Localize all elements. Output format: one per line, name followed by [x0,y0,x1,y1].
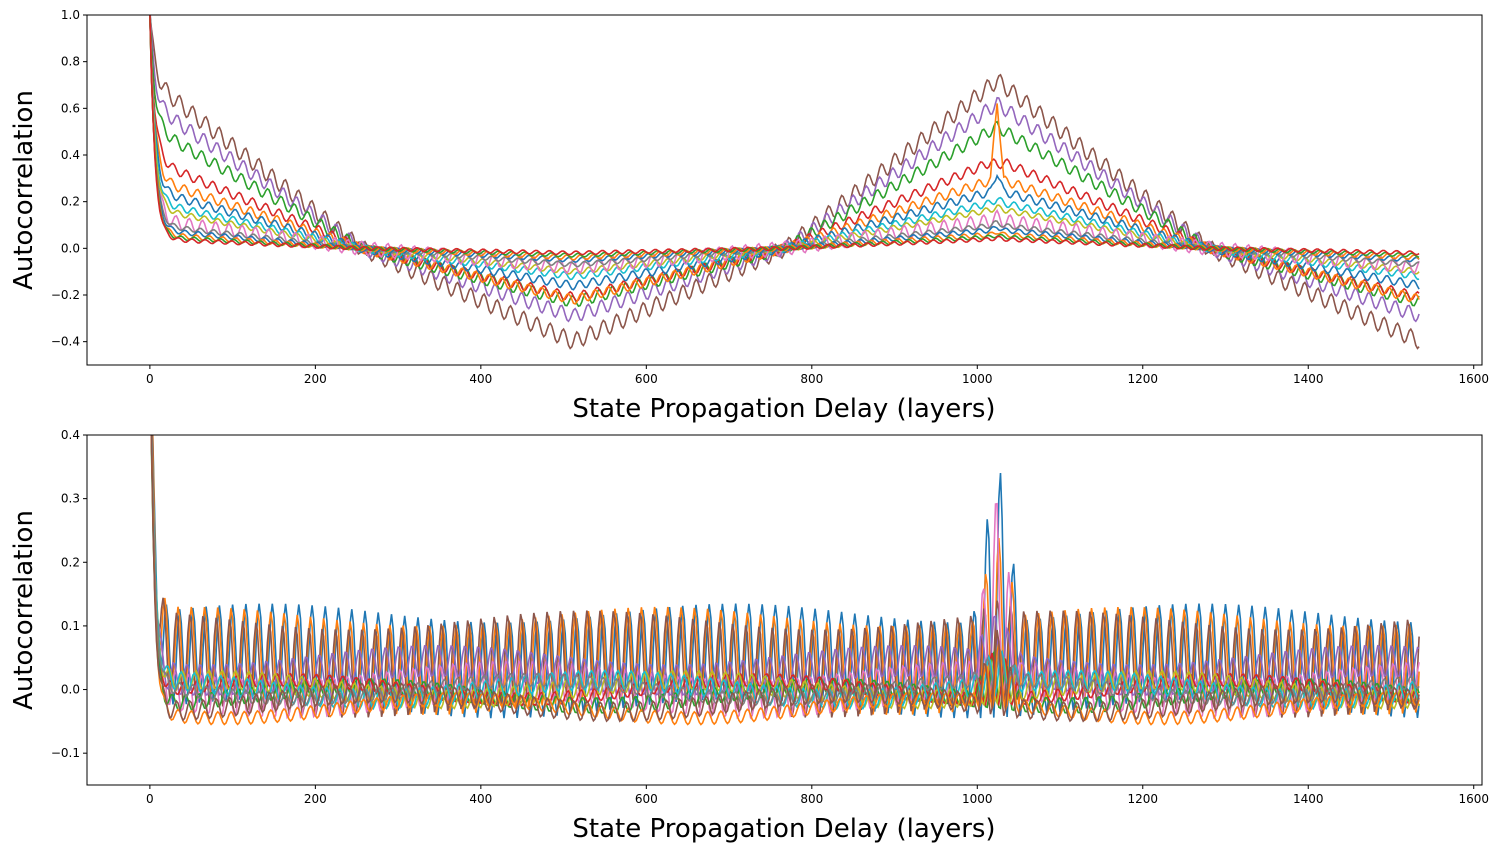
bottom-x-axis-label: State Propagation Delay (layers) [572,814,995,844]
bottom-y-tick-label: 0.2 [61,555,80,569]
bottom-series-line-s5 [150,435,1420,697]
top-series-line-s14 [149,15,1420,256]
bottom-x-tick-label: 400 [469,792,492,806]
bottom-series-line-s2 [151,435,1420,715]
top-y-tick-label: 0.6 [61,101,80,115]
top-x-tick-label: 1400 [1293,372,1324,386]
bottom-x-tick-label: 1200 [1127,792,1158,806]
top-subplot: 0 200 400 600 800 1000 1200 1400 1600 −0.4 −0.2 0.0… [9,8,1489,424]
top-plot-frame [86,14,1483,366]
top-x-tick-label: 1600 [1458,372,1489,386]
bottom-series-line-s3 [151,435,1420,718]
bottom-x-tick-label: 600 [635,792,658,806]
top-y-tick-label: 0.2 [61,195,80,209]
bottom-series-line-s10 [150,435,1420,707]
top-series-lines [149,15,1420,350]
top-x-tick-label: 1000 [962,372,993,386]
top-x-tick-label: 0 [146,372,154,386]
bottom-x-tick-label: 1000 [962,792,993,806]
top-x-tick-label: 200 [304,372,327,386]
bottom-axis-ticks: 0 200 400 600 800 1000 1200 1400 1600 −0.1 0.0 0.1 0… [51,428,1489,806]
top-y-tick-label: 0.0 [61,241,80,255]
top-y-tick-label: 0.8 [61,55,80,69]
bottom-plot-frame [86,434,1483,786]
top-y-axis-label: Autocorrelation [9,90,39,290]
bottom-series-lines [150,435,1420,726]
top-series-line-s9 [149,15,1420,275]
bottom-series-line-s7 [150,435,1420,707]
top-x-tick-label: 1200 [1127,372,1158,386]
top-x-axis-label: State Propagation Delay (layers) [572,394,995,424]
bottom-y-axis-label: Autocorrelation [9,510,39,710]
bottom-x-tick-label: 0 [146,792,154,806]
bottom-x-tick-label: 200 [304,792,327,806]
top-y-tick-label: −0.4 [51,335,80,349]
top-x-tick-label: 600 [635,372,658,386]
top-series-line-s13 [149,15,1420,258]
bottom-y-tick-label: 0.3 [61,492,80,506]
bottom-x-tick-label: 1400 [1293,792,1324,806]
bottom-y-tick-label: 0.0 [61,683,80,697]
bottom-subplot: 0 200 400 600 800 1000 1200 1400 1600 −0.1 0.0 0.1 0… [9,428,1489,844]
top-y-tick-label: 0.4 [61,148,80,162]
top-y-tick-label: 1.0 [61,8,80,22]
top-axis-ticks: 0 200 400 600 800 1000 1200 1400 1600 −0.4 −0.2 0.0… [51,8,1489,386]
bottom-series-line-s12 [150,435,1420,723]
bottom-y-tick-label: 0.4 [61,428,80,442]
top-y-tick-label: −0.2 [51,288,80,302]
bottom-x-tick-label: 1600 [1458,792,1489,806]
bottom-series-line-s11 [150,435,1420,726]
bottom-y-tick-label: 0.1 [61,619,80,633]
bottom-y-tick-label: −0.1 [51,746,80,760]
top-x-tick-label: 400 [469,372,492,386]
top-x-tick-label: 800 [800,372,823,386]
bottom-x-tick-label: 800 [800,792,823,806]
